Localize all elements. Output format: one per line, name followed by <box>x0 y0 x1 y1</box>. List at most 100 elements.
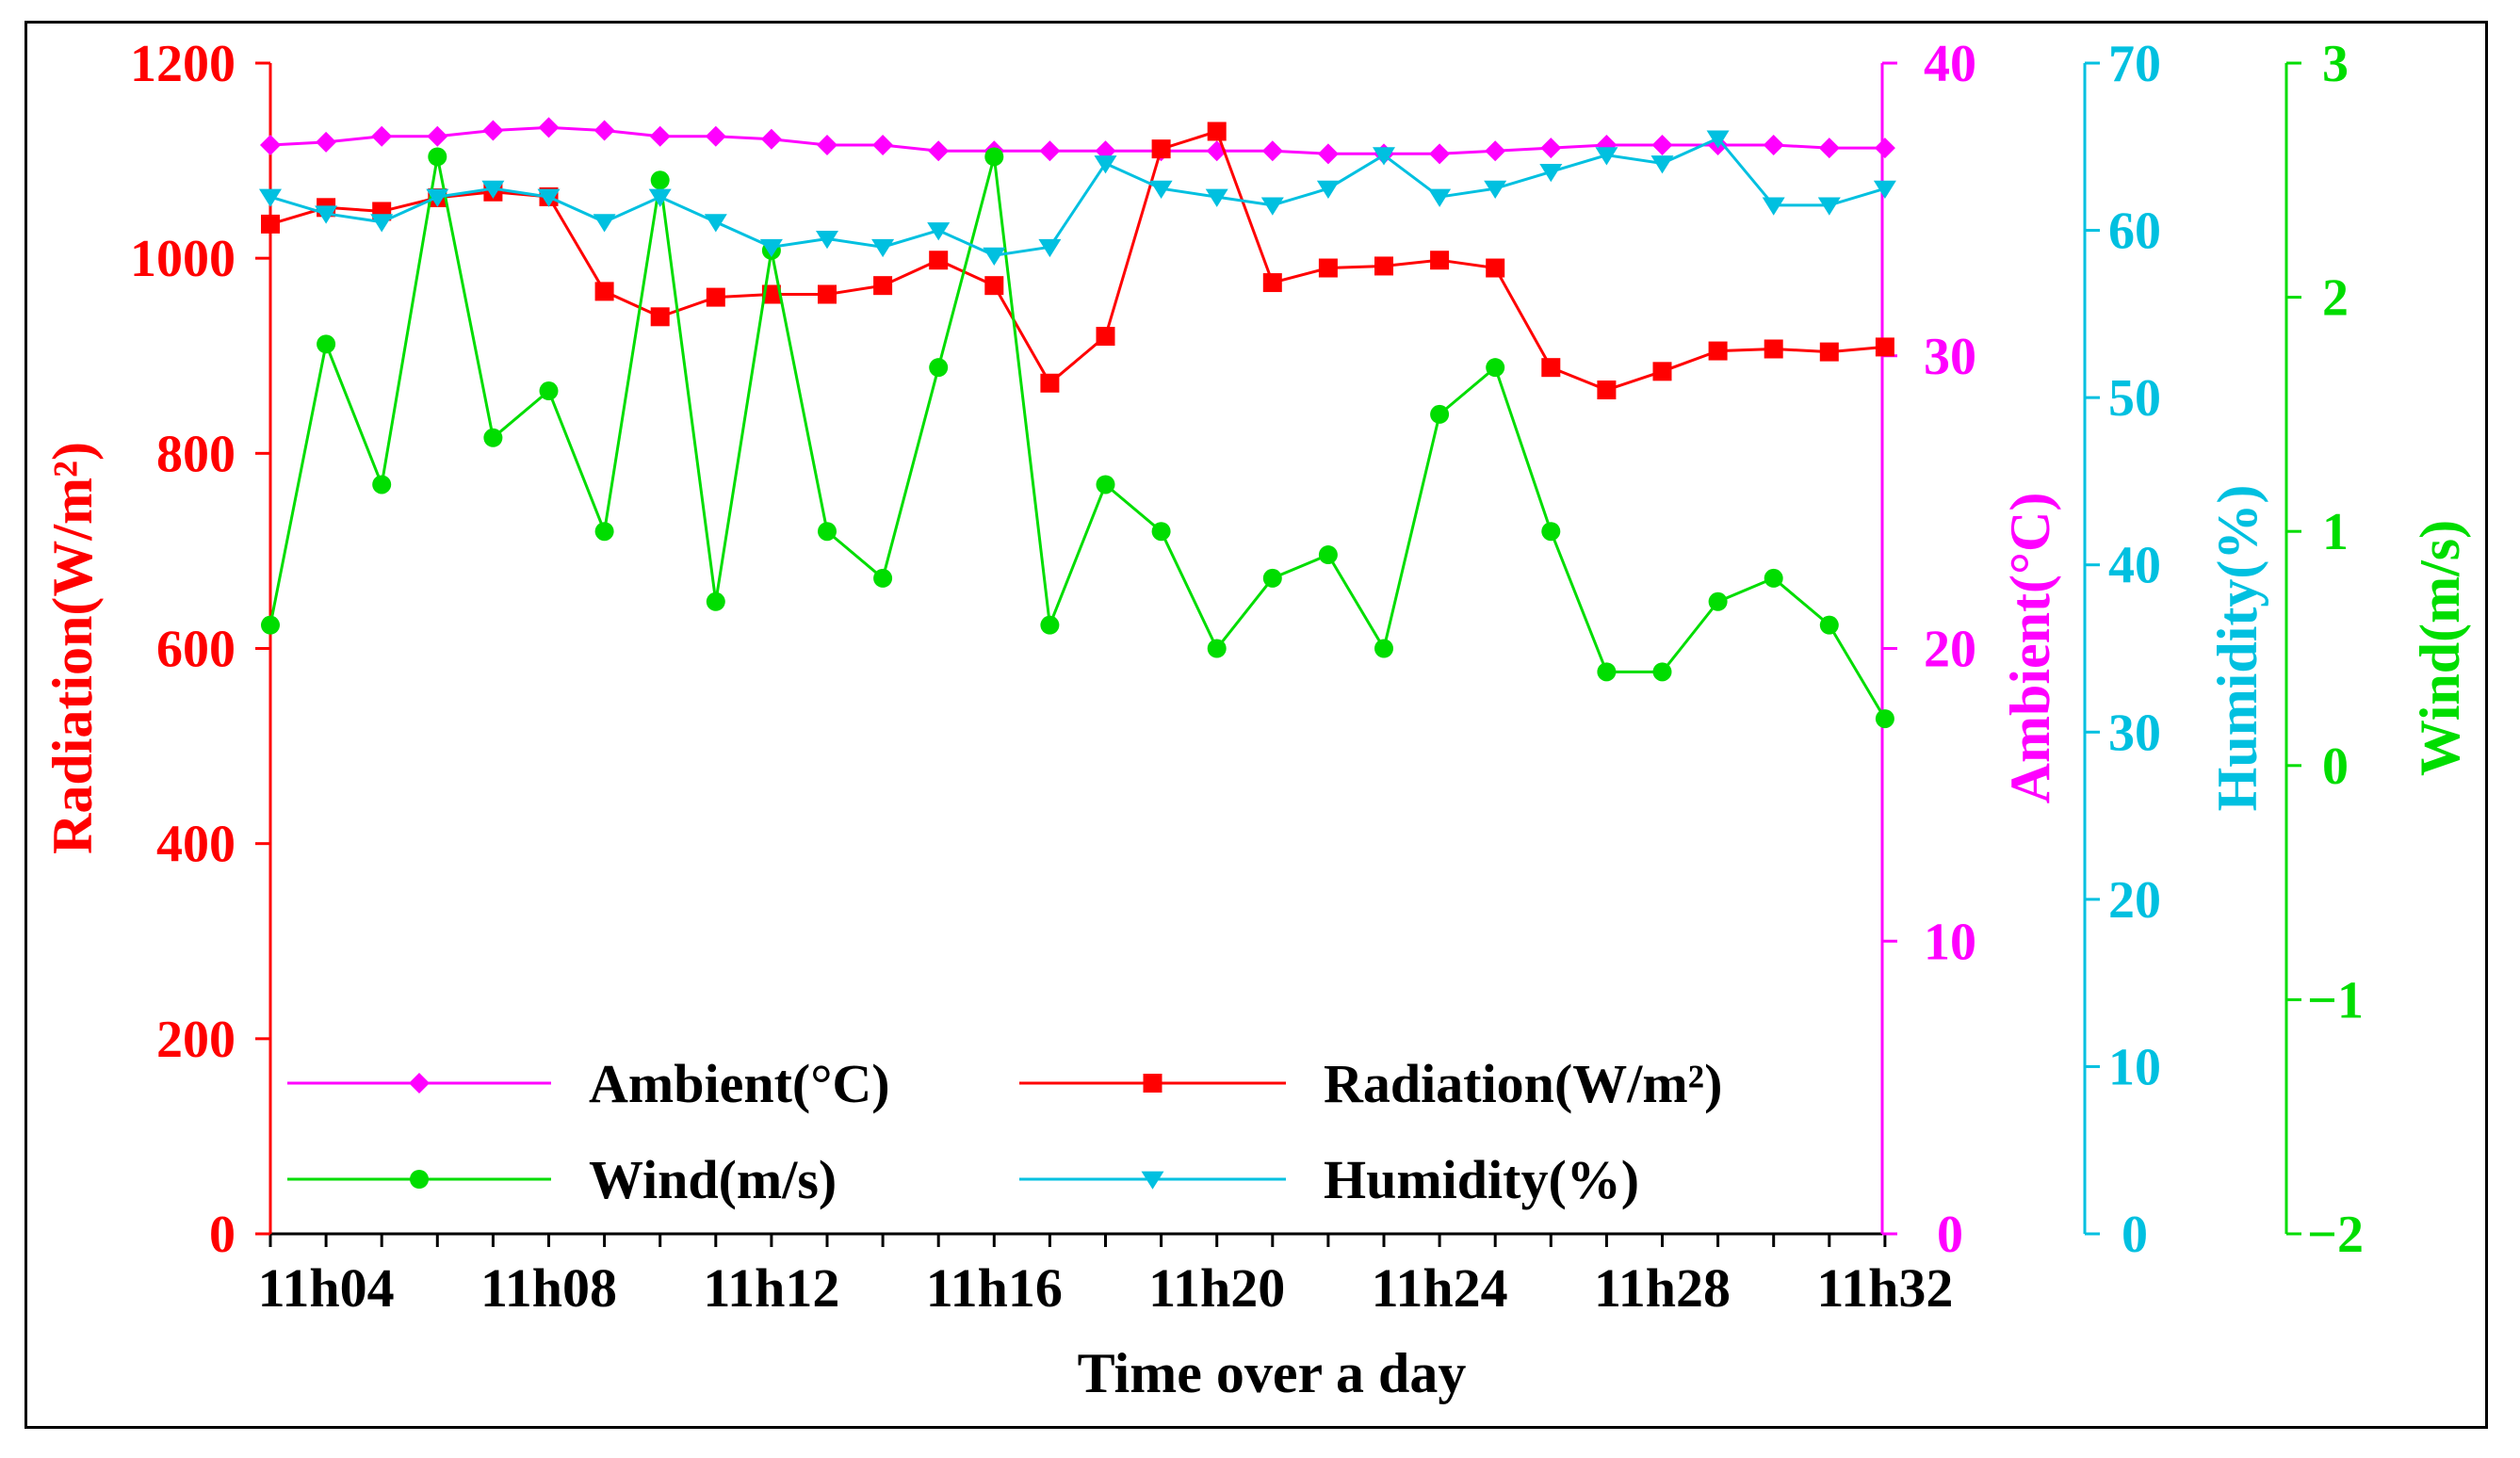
humidity-line <box>269 137 1886 257</box>
radiation-point <box>929 251 949 270</box>
radiation-point <box>1764 339 1783 359</box>
humidity-point <box>1650 155 1674 174</box>
ambient-tick-label: 20 <box>1924 621 1976 679</box>
wind-point <box>1151 522 1171 542</box>
radiation-point <box>1597 381 1617 400</box>
humidity-point <box>1484 180 1507 199</box>
ambient-point <box>1818 138 1840 159</box>
radiation-point <box>1040 373 1060 393</box>
radiation-axis-title: Radiation(W/m²) <box>41 442 104 854</box>
humidity-point <box>481 180 505 199</box>
radiation-point <box>261 214 280 234</box>
radiation-tick-label: 1000 <box>130 230 236 288</box>
ambient-point <box>593 120 615 141</box>
ambient-point <box>1651 135 1673 156</box>
legend-marker-ambient <box>409 1073 430 1094</box>
ambient-point <box>1317 143 1339 165</box>
wind-tick-label: 2 <box>2322 269 2349 328</box>
radiation-tick-label: 200 <box>156 1011 236 1069</box>
series-wind <box>261 147 1894 729</box>
humidity-point <box>1539 164 1563 183</box>
humidity-tick-label: 0 <box>2122 1206 2148 1264</box>
ambient-point <box>1485 140 1506 162</box>
ambient-point <box>872 135 894 156</box>
x-tick-label: 11h32 <box>1816 1257 1953 1319</box>
legend-label-radiation: Radiation(W/m²) <box>1324 1053 1722 1114</box>
radiation-point <box>1151 139 1171 159</box>
radiation-point <box>1652 362 1672 381</box>
radiation-point <box>761 284 781 304</box>
x-tick-label: 11h24 <box>1372 1257 1508 1319</box>
radiation-point <box>706 287 725 307</box>
wind-tick-label: 3 <box>2322 35 2349 93</box>
ambient-point <box>371 125 393 147</box>
x-tick-label: 11h20 <box>1148 1257 1285 1319</box>
humidity-point <box>1706 130 1730 149</box>
humidity-point <box>1316 180 1340 199</box>
radiation-point <box>594 282 614 301</box>
wind-point <box>1819 615 1839 635</box>
chart-frame <box>24 21 2488 1429</box>
x-tick-label: 11h12 <box>703 1257 839 1319</box>
legend-label-humidity: Humidity(%) <box>1324 1149 1639 1210</box>
ambient-point <box>1039 140 1061 162</box>
ambient-line <box>269 125 1885 155</box>
radiation-tick-label: 0 <box>209 1206 236 1264</box>
wind-line <box>268 156 1887 720</box>
x-tick-label: 11h04 <box>258 1257 395 1319</box>
wind-point <box>873 568 893 588</box>
ambient-point <box>649 125 671 147</box>
legend-marker-radiation <box>1143 1074 1162 1093</box>
humidity-point <box>1094 155 1117 174</box>
wind-point <box>650 170 670 190</box>
wind-point <box>1486 358 1505 378</box>
x-axis-title: Time over a day <box>1078 1342 1467 1404</box>
radiation-point <box>1708 341 1728 361</box>
x-tick-label: 11h16 <box>926 1257 1063 1319</box>
wind-point <box>1318 545 1338 565</box>
radiation-point <box>1875 337 1894 357</box>
humidity-point <box>704 214 727 233</box>
legend-label-ambient: Ambient(°C) <box>589 1053 890 1114</box>
ambient-point <box>1261 140 1283 162</box>
wind-tick-label: 1 <box>2322 503 2349 561</box>
wind-point <box>539 381 559 401</box>
radiation-point <box>1541 358 1561 378</box>
humidity-point <box>816 231 838 250</box>
radiation-point <box>1207 122 1227 141</box>
humidity-point <box>593 214 616 233</box>
humidity-tick-label: 70 <box>2108 35 2161 93</box>
humidity-point <box>1762 197 1785 216</box>
ambient-point <box>427 125 448 147</box>
radiation-point <box>984 276 1004 296</box>
series-radiation <box>261 122 1894 400</box>
humidity-point <box>1873 180 1896 199</box>
ambient-tick-label: 40 <box>1924 35 1976 93</box>
humidity-point <box>927 222 951 241</box>
wind-point <box>929 358 949 378</box>
series-humidity <box>259 130 1896 267</box>
wind-point <box>706 591 725 611</box>
humidity-tick-label: 10 <box>2108 1038 2161 1096</box>
radiation-point <box>1374 256 1393 276</box>
axes-layer: 11h04 11h08 11h12 11h16 11h20 11h24 11h28 11h32… <box>130 35 2364 1319</box>
ambient-axis-title: Ambient(°C) <box>1999 493 2061 804</box>
radiation-point <box>650 307 670 327</box>
humidity-point <box>1428 188 1452 207</box>
legend-label-wind: Wind(m/s) <box>589 1149 837 1210</box>
wind-point <box>1207 639 1227 658</box>
radiation-point <box>1486 258 1505 278</box>
wind-point <box>1541 522 1561 542</box>
legend-marker-wind <box>410 1170 429 1189</box>
wind-point <box>1040 615 1060 635</box>
wind-point <box>1708 591 1728 611</box>
wind-point <box>1652 662 1672 682</box>
humidity-tick-label: 20 <box>2108 871 2161 930</box>
ambient-point <box>817 135 837 156</box>
wind-point <box>372 475 392 494</box>
wind-axis-title: Wind(m/s) <box>2409 520 2471 776</box>
wind-tick-label: −1 <box>2307 971 2364 1029</box>
radiation-point <box>1318 258 1338 278</box>
ambient-point <box>1874 138 1895 159</box>
ambient-point <box>760 128 782 150</box>
